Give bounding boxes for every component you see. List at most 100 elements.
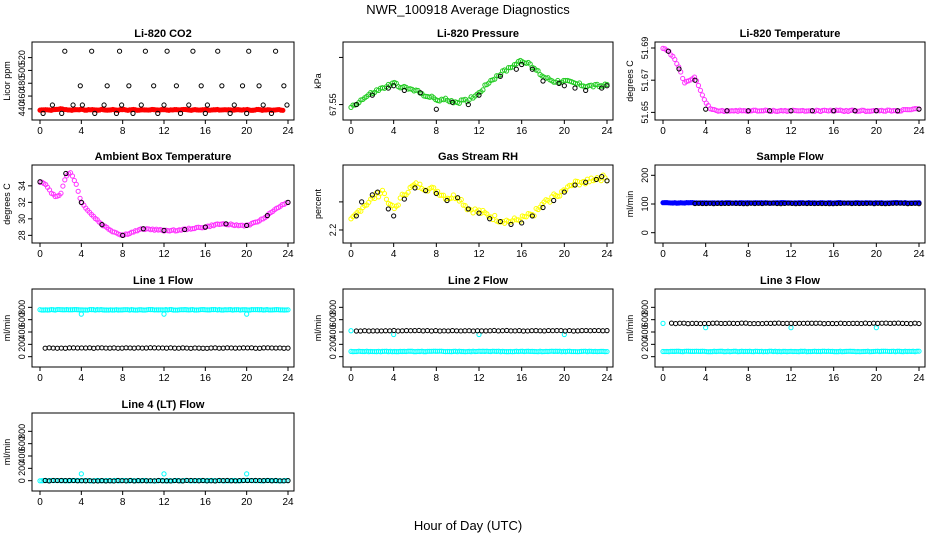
data-point-spike — [244, 471, 250, 477]
data-point — [260, 102, 266, 108]
x-tick-label: 20 — [241, 249, 253, 260]
x-tick-label: 12 — [158, 249, 170, 260]
x-tick-label: 24 — [913, 373, 925, 384]
data-point — [438, 192, 445, 198]
data-point — [875, 320, 881, 326]
series-sample — [348, 328, 610, 355]
data-point — [455, 195, 461, 201]
data-point — [381, 190, 388, 197]
data-point — [912, 320, 918, 326]
data-point — [842, 320, 848, 327]
data-point — [482, 82, 488, 88]
y-tick-label: 460 — [17, 89, 27, 104]
data-point — [529, 213, 535, 219]
data-point — [545, 327, 552, 334]
y-tick-label: 30 — [17, 214, 27, 224]
data-point — [745, 108, 751, 114]
data-point — [695, 82, 702, 89]
data-point — [449, 328, 456, 334]
plot-frame — [342, 41, 614, 121]
data-point — [587, 328, 593, 334]
data-point — [283, 477, 289, 484]
y-tick-label: 600 — [640, 312, 650, 327]
y-tick-label: 200 — [328, 337, 338, 352]
data-point — [706, 320, 712, 327]
data-point — [480, 87, 486, 93]
data-point — [462, 202, 468, 209]
data-point — [285, 307, 291, 313]
x-tick-label: 20 — [559, 249, 571, 260]
x-tick-label: 0 — [348, 249, 354, 260]
x-tick-label: 4 — [79, 497, 85, 508]
data-point — [513, 66, 519, 72]
data-point — [776, 320, 782, 326]
data-point — [692, 77, 698, 83]
data-point — [37, 179, 43, 185]
data-point — [369, 192, 375, 198]
data-point — [423, 188, 429, 194]
data-point — [550, 328, 556, 334]
data-point-spike — [703, 325, 709, 331]
y-tick-label: 400 — [640, 324, 650, 339]
data-point — [850, 320, 856, 326]
data-point — [871, 320, 877, 326]
data-point — [416, 327, 422, 334]
data-point — [788, 108, 794, 114]
panel-li-820-temperature: Li-820 Temperature 0 4 8 12 16 20 24 51.65 51.67 5… — [625, 28, 926, 137]
data-point — [40, 110, 46, 116]
series-sample-avg — [37, 106, 286, 113]
panel-li-820-pressure: Li-820 Pressure 0 4 8 12 16 20 24 67.55 kPa — [313, 28, 614, 137]
y-tick-label: 0 — [17, 354, 27, 359]
data-point-spike — [561, 331, 567, 338]
y-tick-label: 0 — [328, 354, 338, 359]
data-point — [91, 345, 97, 351]
data-point — [591, 327, 598, 334]
panel-ambient-box-temperature: Ambient Box Temperature 0 4 8 12 16 20 24 28 30 32… — [2, 151, 295, 260]
data-point — [378, 328, 384, 334]
data-point — [904, 320, 910, 327]
data-point — [401, 196, 407, 202]
data-point — [412, 328, 418, 334]
data-point — [809, 320, 815, 326]
data-point — [420, 328, 426, 334]
data-point — [79, 102, 85, 108]
x-tick-label: 20 — [871, 249, 883, 260]
x-tick-label: 16 — [200, 126, 212, 137]
y-tick-label: 0 — [17, 478, 27, 483]
y-tick-label: 440 — [17, 101, 27, 116]
data-point — [395, 202, 401, 208]
data-point — [437, 328, 443, 334]
data-point — [519, 61, 525, 68]
data-point — [751, 320, 757, 327]
data-point — [385, 206, 391, 212]
data-point-spike — [788, 325, 794, 331]
data-point — [190, 48, 196, 54]
data-point — [186, 102, 192, 108]
data-point — [838, 320, 844, 326]
y-tick-label: 67.55 — [328, 93, 338, 116]
data-point — [763, 320, 769, 326]
data-point — [59, 110, 65, 116]
data-point — [519, 220, 525, 226]
x-tick-label: 20 — [241, 373, 253, 384]
data-point — [285, 345, 291, 351]
data-point — [887, 320, 893, 326]
x-tick-label: 4 — [703, 373, 709, 384]
y-tick-label: 480 — [17, 76, 27, 91]
panel-gas-stream-rh: Gas Stream RH 0 4 8 12 16 20 24 2.2 percent — [313, 151, 614, 260]
data-point — [734, 320, 741, 327]
data-point — [370, 328, 376, 334]
x-tick-label: 0 — [660, 126, 666, 137]
x-tick-label: 4 — [79, 373, 85, 384]
x-tick-label: 16 — [516, 126, 528, 137]
x-tick-label: 16 — [828, 373, 840, 384]
data-point — [387, 328, 393, 334]
data-point — [433, 190, 439, 197]
x-tick-label: 12 — [785, 373, 797, 384]
data-point-spike — [161, 471, 167, 477]
data-point — [474, 328, 481, 334]
data-point — [891, 320, 897, 326]
series-reference — [353, 174, 610, 227]
